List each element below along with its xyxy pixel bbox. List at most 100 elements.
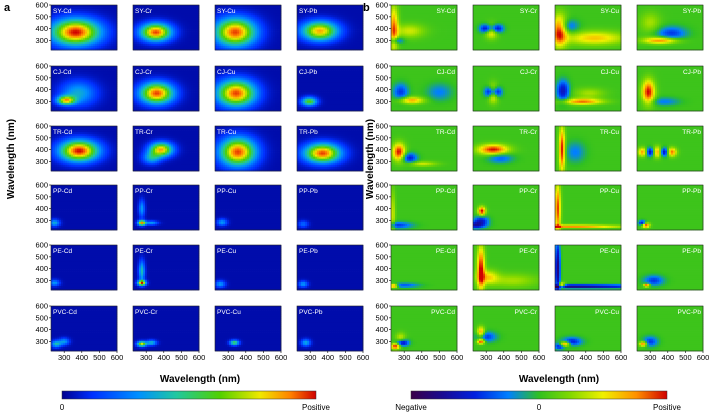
heatmap-pixel <box>169 9 171 11</box>
heatmap-pixel <box>151 25 153 27</box>
heatmap-pixel <box>133 25 135 27</box>
heatmap-pixel <box>103 17 105 19</box>
heatmap-pixel <box>187 15 189 17</box>
heatmap-pixel <box>101 5 103 7</box>
heatmap-pixel <box>171 5 173 7</box>
heatmap-pixel <box>95 44 97 46</box>
heatmap-pixel <box>177 23 179 25</box>
heatmap-pixel <box>191 30 193 32</box>
heatmap-pixel <box>167 5 169 7</box>
heatmap-pixel <box>159 36 161 38</box>
heatmap-pixel <box>175 28 177 30</box>
heatmap-pixel <box>63 23 65 25</box>
heatmap-pixel <box>53 36 55 38</box>
heatmap-pixel <box>135 36 137 38</box>
heatmap-pixel <box>53 28 55 30</box>
heatmap-pixel <box>145 19 147 21</box>
heatmap-pixel <box>111 28 113 30</box>
heatmap-pixel <box>91 44 93 46</box>
heatmap-pixel <box>59 32 61 34</box>
heatmap-pixel <box>79 30 81 32</box>
heatmap-pixel <box>161 15 163 17</box>
heatmap-pixel <box>107 32 109 34</box>
heatmap-pixel <box>109 23 111 25</box>
heatmap-pixel <box>81 9 83 11</box>
heatmap-pixel <box>183 17 185 19</box>
heatmap-pixel <box>169 15 171 17</box>
heatmap-pixel <box>109 36 111 38</box>
heatmap-pixel <box>57 21 59 23</box>
heatmap-pixel <box>61 44 63 46</box>
heatmap-pixel <box>179 19 181 21</box>
heatmap-pixel <box>51 40 53 42</box>
heatmap-pixel <box>87 17 89 19</box>
heatmap-pixel <box>65 40 67 42</box>
heatmap-pixel <box>155 21 157 23</box>
heatmap-pixel <box>67 17 69 19</box>
heatmap-pixel <box>185 28 187 30</box>
heatmap-pixel <box>157 9 159 11</box>
heatmap-pixel <box>161 13 163 15</box>
heatmap-pixel <box>161 23 163 25</box>
heatmap-pixel <box>89 13 91 15</box>
heatmap-pixel <box>149 23 151 25</box>
heatmap-pixel <box>107 44 109 46</box>
heatmap-pixel <box>73 13 75 15</box>
heatmap-pixel <box>133 23 135 25</box>
heatmap-pixel <box>85 5 87 7</box>
heatmap-pixel <box>57 28 59 30</box>
heatmap-pixel <box>143 19 145 21</box>
heatmap-pixel <box>81 32 83 34</box>
heatmap-pixel <box>59 17 61 19</box>
heatmap-pixel <box>167 30 169 32</box>
heatmap-pixel <box>83 23 85 25</box>
heatmap-pixel <box>105 19 107 21</box>
heatmap-pixel <box>59 19 61 21</box>
heatmap-pixel <box>61 17 63 19</box>
heatmap-pixel <box>137 21 139 23</box>
heatmap-pixel <box>53 40 55 42</box>
heatmap-pixel <box>75 21 77 23</box>
heatmap-pixel <box>195 17 197 19</box>
heatmap-pixel <box>91 32 93 34</box>
heatmap-pixel <box>101 44 103 46</box>
heatmap-pixel <box>161 30 163 32</box>
heatmap-pixel <box>107 28 109 30</box>
heatmap-pixel <box>57 23 59 25</box>
heatmap-pixel <box>189 17 191 19</box>
heatmap-pixel <box>175 32 177 34</box>
heatmap-pixel <box>61 25 63 27</box>
heatmap-pixel <box>69 40 71 42</box>
heatmap-pixel <box>109 13 111 15</box>
heatmap-pixel <box>87 36 89 38</box>
panel-a-y-axis-label: Wavelength (nm) <box>6 119 17 199</box>
heatmap-pixel <box>111 32 113 34</box>
heatmap-pixel <box>185 15 187 17</box>
heatmap-pixel <box>95 23 97 25</box>
heatmap-pixel <box>91 19 93 21</box>
heatmap-pixel <box>59 30 61 32</box>
heatmap-pixel <box>141 21 143 23</box>
heatmap-pixel <box>177 19 179 21</box>
heatmap-pixel <box>157 15 159 17</box>
heatmap-pixel <box>107 36 109 38</box>
heatmap-pixel <box>67 21 69 23</box>
heatmap-pixel <box>67 30 69 32</box>
heatmap-pixel <box>143 25 145 27</box>
heatmap-pixel <box>161 32 163 34</box>
heatmap-pixel <box>91 28 93 30</box>
heatmap-pixel <box>167 32 169 34</box>
heatmap-pixel <box>171 13 173 15</box>
heatmap-pixel <box>161 5 163 7</box>
heatmap-pixel <box>177 28 179 30</box>
heatmap-pixel <box>67 15 69 17</box>
heatmap-pixel <box>113 13 115 15</box>
heatmap-pixel <box>157 30 159 32</box>
heatmap-pixel <box>81 40 83 42</box>
heatmap-pixel <box>133 28 135 30</box>
heatmap-pixel <box>165 13 167 15</box>
heatmap-pixel <box>179 32 181 34</box>
heatmap-pixel <box>173 23 175 25</box>
heatmap-pixel <box>189 30 191 32</box>
heatmap-pixel <box>75 15 77 17</box>
